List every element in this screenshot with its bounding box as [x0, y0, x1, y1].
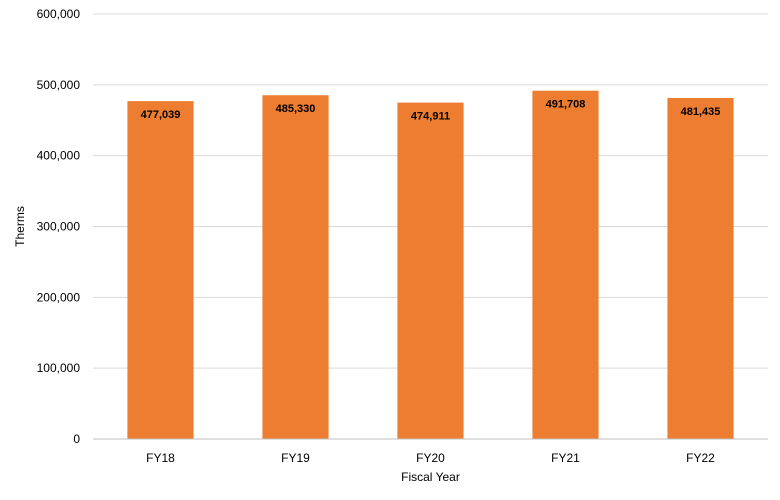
y-tick-label: 400,000: [37, 149, 81, 163]
y-tick-label: 300,000: [37, 220, 81, 234]
x-tick-label: FY18: [146, 451, 175, 465]
x-tick-label: FY20: [416, 451, 445, 465]
y-tick-label: 500,000: [37, 78, 81, 92]
data-label-fy21: 491,708: [546, 99, 586, 111]
y-tick-label: 0: [73, 432, 80, 446]
data-labels: 477,039 485,330 474,911 491,708 481,435: [141, 99, 721, 123]
y-axis-ticks: 0 100,000 200,000 300,000 400,000 500,000 600,…: [37, 7, 81, 446]
y-tick-label: 600,000: [37, 7, 81, 21]
x-tick-label: FY22: [686, 451, 715, 465]
y-tick-label: 100,000: [37, 361, 81, 375]
data-label-fy19: 485,330: [276, 103, 316, 115]
bar-fy20[interactable]: [397, 102, 464, 439]
y-axis-title: Therms: [13, 206, 27, 247]
x-axis-ticks: FY18 FY19 FY20 FY21 FY22: [146, 451, 715, 465]
bar-fy19[interactable]: [262, 95, 329, 440]
bar-fy21[interactable]: [532, 90, 599, 439]
data-label-fy20: 474,911: [411, 111, 450, 123]
data-label-fy18: 477,039: [141, 109, 181, 121]
bar-fy22[interactable]: [667, 97, 734, 439]
x-tick-label: FY19: [281, 451, 310, 465]
data-label-fy22: 481,435: [681, 106, 721, 118]
bars: [127, 90, 734, 440]
x-tick-label: FY21: [551, 451, 580, 465]
x-axis-title: Fiscal Year: [401, 470, 460, 484]
bar-fy18[interactable]: [127, 101, 194, 439]
y-tick-label: 200,000: [37, 290, 81, 304]
